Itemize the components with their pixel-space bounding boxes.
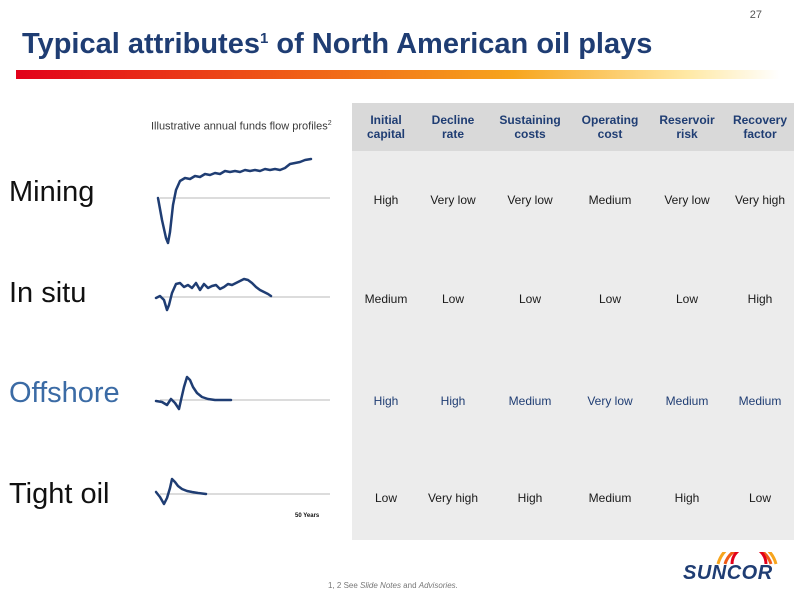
cell-in-situ-decline-rate: Low bbox=[441, 292, 464, 306]
cell-offshore-recovery-factor: Medium bbox=[738, 394, 782, 408]
column-header-line1: Sustaining bbox=[499, 113, 561, 127]
column-header-line2: risk bbox=[676, 127, 698, 141]
cell-tight-oil-sustaining-costs: High bbox=[517, 491, 543, 505]
cell-offshore-decline-rate: High bbox=[440, 394, 466, 408]
column-header-initial-capital: Initial capital bbox=[356, 113, 416, 141]
slide-title: Typical attributes1 of North American oi… bbox=[22, 28, 652, 61]
column-header-line2: costs bbox=[514, 127, 546, 141]
column-header-recovery-factor: Recovery factor bbox=[726, 113, 794, 141]
cell-mining-reservoir-risk: Very low bbox=[664, 193, 710, 207]
row-label-offshore: Offshore bbox=[9, 377, 120, 409]
suncor-logo-text: SUNCOR bbox=[683, 562, 773, 584]
cell-tight-oil-reservoir-risk: High bbox=[674, 491, 700, 505]
cell-offshore-initial-capital: High bbox=[373, 394, 399, 408]
title-superscript: 1 bbox=[259, 30, 269, 47]
footnote: 1, 2 See Slide Notes and Advisories. bbox=[328, 581, 458, 590]
slide-notes-text: Slide Notes bbox=[360, 581, 401, 590]
column-header-line2: rate bbox=[441, 127, 464, 141]
baseline-lines bbox=[160, 197, 330, 495]
cell-in-situ-sustaining-costs: Low bbox=[518, 292, 541, 306]
row-label-in-situ: In situ bbox=[9, 277, 87, 309]
flow-caption-superscript: 2 bbox=[327, 120, 332, 127]
row-label-tight-oil: Tight oil bbox=[9, 478, 110, 510]
flow-caption-text: Illustrative annual funds flow profiles bbox=[151, 120, 328, 133]
row-label-mining: Mining bbox=[9, 176, 95, 208]
cell-offshore-operating-cost: Very low bbox=[587, 394, 633, 408]
in-situ-profile bbox=[154, 277, 273, 312]
column-header-line2: factor bbox=[743, 127, 777, 141]
title-gradient-bar bbox=[16, 70, 780, 79]
cell-mining-recovery-factor: Very high bbox=[734, 193, 786, 207]
years-label: 50 Years bbox=[295, 513, 320, 519]
column-header-line1: Recovery bbox=[732, 113, 788, 127]
attributes-table-header bbox=[352, 103, 794, 151]
attributes-table-panel bbox=[352, 103, 794, 540]
column-header-line1: Operating bbox=[581, 113, 639, 127]
flow-profile-caption: Illustrative annual funds flow profiles2 bbox=[151, 120, 332, 133]
column-header-reservoir-risk: Reservoir risk bbox=[652, 113, 722, 141]
footnote-and: and bbox=[400, 581, 419, 590]
cell-in-situ-reservoir-risk: Low bbox=[675, 292, 698, 306]
cell-tight-oil-decline-rate: Very high bbox=[427, 491, 479, 505]
cell-in-situ-initial-capital: Medium bbox=[364, 292, 408, 306]
cell-tight-oil-recovery-factor: Low bbox=[748, 491, 771, 505]
title-rest: of North American oil plays bbox=[268, 28, 653, 60]
column-header-sustaining-costs: Sustaining costs bbox=[490, 113, 570, 141]
cell-mining-decline-rate: Very low bbox=[430, 193, 476, 207]
column-header-decline-rate: Decline rate bbox=[418, 113, 488, 141]
mining-profile bbox=[156, 157, 313, 245]
cell-tight-oil-operating-cost: Medium bbox=[588, 491, 632, 505]
tight-oil-profile bbox=[154, 477, 208, 506]
advisories-text: Advisories. bbox=[418, 581, 458, 590]
offshore-profile bbox=[154, 375, 233, 411]
cell-in-situ-recovery-factor: High bbox=[747, 292, 773, 306]
cell-in-situ-operating-cost: Low bbox=[598, 292, 621, 306]
cell-mining-operating-cost: Medium bbox=[588, 193, 632, 207]
title-main: Typical attributes bbox=[22, 28, 260, 60]
cell-offshore-reservoir-risk: Medium bbox=[665, 394, 709, 408]
cell-tight-oil-initial-capital: Low bbox=[374, 491, 397, 505]
page-number: 27 bbox=[749, 9, 762, 21]
cell-offshore-sustaining-costs: Medium bbox=[508, 394, 552, 408]
column-header-operating-cost: Operating cost bbox=[575, 113, 645, 141]
cell-mining-sustaining-costs: Very low bbox=[507, 193, 553, 207]
column-header-line1: Decline bbox=[431, 113, 475, 127]
column-header-line1: Initial bbox=[370, 113, 402, 127]
cell-mining-initial-capital: High bbox=[373, 193, 399, 207]
footnote-prefix: 1, 2 See bbox=[328, 581, 361, 590]
column-header-line2: cost bbox=[597, 127, 623, 141]
column-header-line2: capital bbox=[366, 127, 405, 141]
column-header-line1: Reservoir bbox=[659, 113, 715, 127]
suncor-logo-icon bbox=[716, 552, 778, 565]
